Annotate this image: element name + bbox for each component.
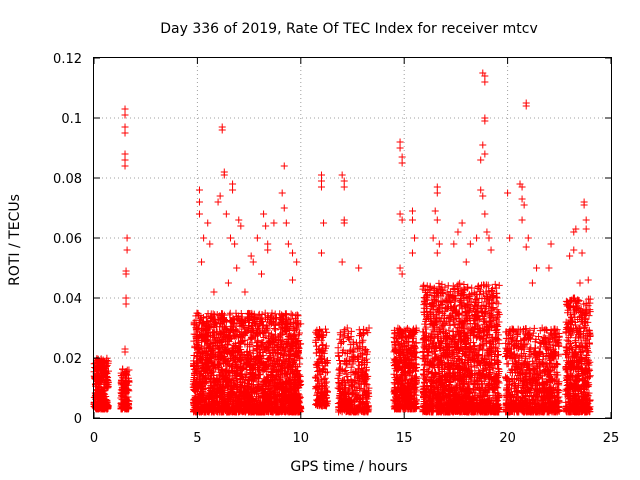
- data-point: [103, 354, 111, 362]
- data-point: [101, 385, 109, 393]
- data-point: [321, 374, 329, 382]
- data-point: [100, 397, 108, 405]
- data-point: [119, 365, 127, 373]
- data-point: [349, 354, 357, 362]
- data-point: [335, 366, 343, 374]
- data-point: [494, 300, 502, 308]
- data-points: [90, 69, 594, 416]
- data-point: [271, 326, 279, 334]
- data-point: [93, 405, 101, 413]
- data-point: [97, 377, 105, 385]
- data-point: [99, 391, 107, 399]
- chart-title: Day 336 of 2019, Rate Of TEC Index for r…: [160, 21, 537, 37]
- data-point: [98, 373, 106, 381]
- data-point: [94, 372, 102, 380]
- data-point: [117, 386, 125, 394]
- data-point: [118, 405, 126, 413]
- data-point: [100, 400, 108, 408]
- data-point: [104, 377, 112, 385]
- data-point: [117, 376, 125, 384]
- data-point: [104, 357, 112, 365]
- data-point: [122, 396, 130, 404]
- data-point: [104, 402, 112, 410]
- data-point: [103, 375, 111, 383]
- data-point: [120, 369, 128, 377]
- data-point: [98, 357, 106, 365]
- data-point: [125, 404, 133, 412]
- data-point: [95, 394, 103, 402]
- data-point: [336, 356, 344, 364]
- data-point: [121, 384, 129, 392]
- data-point: [226, 309, 234, 317]
- data-point: [100, 367, 108, 375]
- data-point: [93, 389, 101, 397]
- data-point: [96, 363, 104, 371]
- data-point: [125, 377, 133, 385]
- data-point: [123, 385, 131, 393]
- data-point: [103, 361, 111, 369]
